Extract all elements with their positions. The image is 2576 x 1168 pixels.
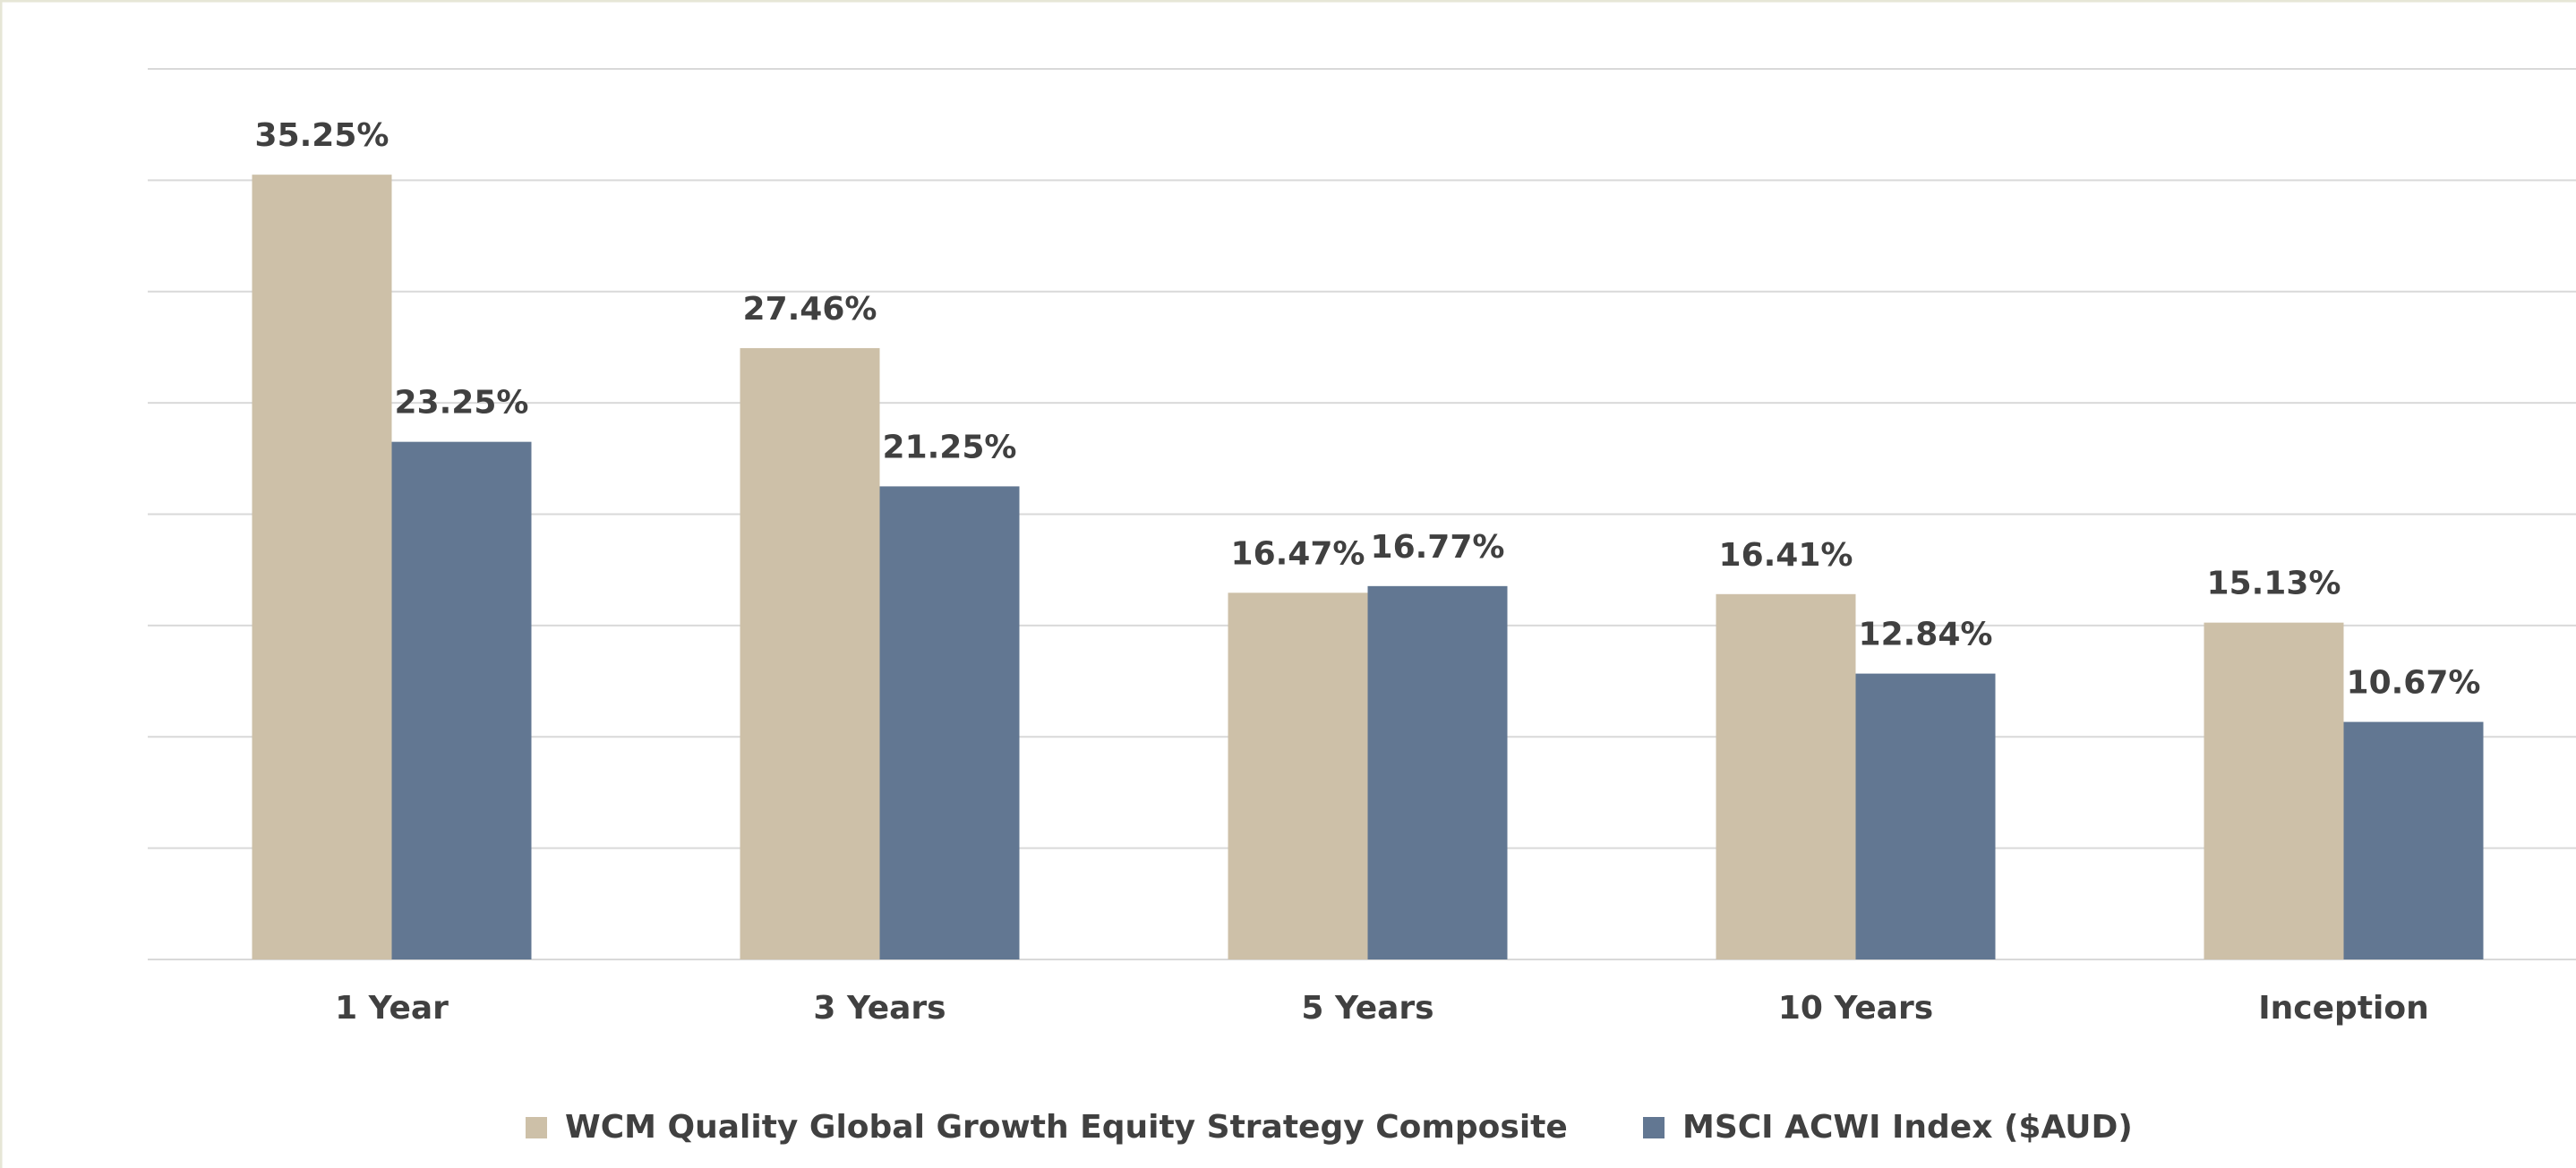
bar xyxy=(1367,585,1508,959)
x-tick-label: 3 Years xyxy=(813,990,946,1027)
data-label: 12.84% xyxy=(1859,617,1993,653)
data-label: 15.13% xyxy=(2207,566,2341,602)
bar xyxy=(1855,673,1996,959)
x-tick-label: 5 Years xyxy=(1301,990,1433,1027)
data-label: 23.25% xyxy=(395,385,529,422)
data-label: 21.25% xyxy=(883,429,1017,465)
data-label: 16.47% xyxy=(1231,535,1365,572)
bar xyxy=(252,175,392,959)
legend-label: WCM Quality Global Growth Equity Strateg… xyxy=(565,1109,1568,1146)
x-tick-label: 1 Year xyxy=(335,990,449,1027)
data-label: 35.25% xyxy=(255,117,389,154)
bar xyxy=(740,347,880,959)
bar xyxy=(2204,622,2344,959)
bar xyxy=(391,441,532,959)
x-tick-label: 10 Years xyxy=(1778,990,1933,1027)
legend-swatch xyxy=(1643,1117,1665,1138)
legend: WCM Quality Global Growth Equity Strateg… xyxy=(526,1109,2133,1146)
bar xyxy=(879,486,1020,959)
data-label: 16.77% xyxy=(1371,529,1505,566)
data-label: 10.67% xyxy=(2347,665,2481,702)
legend-label: MSCI ACWI Index ($AUD) xyxy=(1682,1109,2133,1146)
bar xyxy=(2343,721,2484,959)
legend-swatch xyxy=(526,1117,547,1138)
bar xyxy=(1716,593,1856,959)
data-label: 27.46% xyxy=(743,291,877,328)
x-tick-label: Inception xyxy=(2258,990,2428,1027)
bar xyxy=(1228,593,1368,959)
data-label: 16.41% xyxy=(1719,537,1853,574)
